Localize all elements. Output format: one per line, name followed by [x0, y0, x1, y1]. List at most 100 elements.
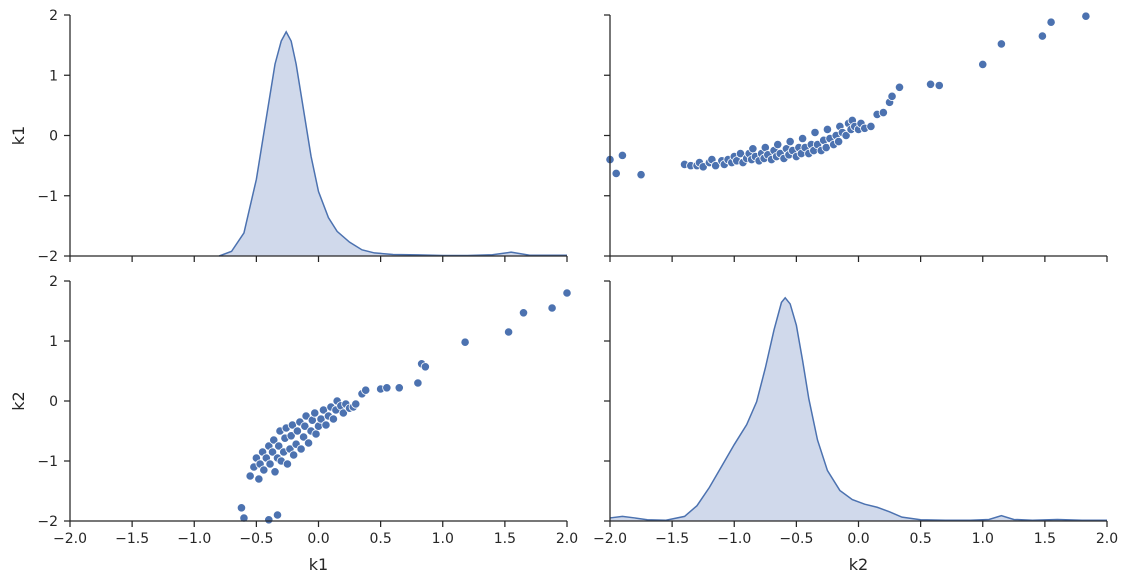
scatter-point — [978, 59, 988, 70]
scatter-point — [887, 91, 897, 101]
y-tick-label: 1 — [49, 68, 58, 84]
scatter-point — [822, 124, 833, 135]
y-tick-label: 2 — [49, 8, 58, 24]
scatter-point — [711, 161, 721, 171]
scatter-point — [810, 127, 820, 138]
scatter-point — [292, 426, 302, 436]
kde-line-k1 — [218, 30, 567, 257]
scatter-point — [303, 438, 314, 448]
scatter-point — [1046, 17, 1056, 27]
x-tick-label: −1.5 — [655, 531, 689, 547]
x-tick-label: 1.0 — [972, 531, 994, 547]
x-tick-label: −1.0 — [177, 531, 211, 547]
scatter-point — [996, 39, 1006, 49]
scatter-point — [878, 108, 888, 118]
y-axis-label-k1: k1 — [9, 126, 28, 145]
scatter-point — [236, 503, 247, 513]
y-tick-label: 0 — [49, 129, 58, 145]
x-tick-label: −1.0 — [717, 531, 751, 547]
x-tick-label: 2.0 — [1096, 531, 1118, 547]
scatter-point — [894, 82, 905, 92]
scatter-point — [636, 170, 646, 180]
x-tick-label: −0.5 — [239, 531, 273, 547]
x-tick-label: 1.5 — [494, 531, 516, 547]
scatter-point — [301, 411, 311, 421]
kde-area-k2 — [610, 297, 1107, 521]
kde-area-k1 — [219, 31, 567, 257]
scatter-point — [298, 432, 309, 442]
scatter-point — [420, 362, 430, 372]
scatter-point — [460, 337, 470, 347]
scatter-point — [264, 515, 274, 525]
scatter-point — [272, 510, 283, 520]
scatter-point — [338, 408, 348, 418]
scatter-point — [503, 327, 514, 337]
panel-k1-vs-k2-scatter — [605, 11, 1091, 180]
scatter-point — [866, 121, 876, 132]
scatter-point — [934, 80, 944, 91]
scatter-point — [925, 79, 936, 89]
y-axis-label-k2: k2 — [9, 391, 28, 410]
scatter-point — [296, 444, 306, 454]
x-tick-label: −0.5 — [779, 531, 813, 547]
scatter-point — [274, 441, 284, 451]
y-tick-label: −1 — [37, 189, 58, 205]
scatter-point — [300, 421, 310, 431]
scatter-point — [282, 459, 293, 469]
scatter-point — [259, 465, 269, 475]
scatter-point — [289, 450, 299, 460]
scatter-point — [413, 378, 423, 388]
scatter-point — [351, 399, 361, 409]
scatter-point — [310, 408, 320, 418]
scatter-point — [518, 308, 529, 318]
scatter-point — [562, 288, 572, 298]
scatter-point — [270, 467, 280, 477]
scatter-point — [611, 168, 621, 179]
scatter-point — [269, 435, 279, 445]
x-tick-label: −2.0 — [53, 531, 87, 547]
scatter-point — [547, 303, 557, 313]
scatter-point — [321, 420, 331, 430]
scatter-point — [785, 136, 795, 147]
y-tick-label: −2 — [37, 514, 58, 530]
scatter-point — [239, 513, 249, 523]
scatter-point — [245, 471, 255, 481]
x-tick-label: −1.5 — [115, 531, 149, 547]
scatter-point — [265, 459, 275, 469]
scatter-point — [254, 474, 264, 484]
panel-k2-kde — [609, 296, 1107, 521]
x-axis-label-k1: k1 — [309, 555, 328, 574]
scatter-point — [797, 133, 808, 144]
x-tick-label: 0.5 — [369, 531, 391, 547]
scatter-point — [311, 429, 321, 439]
x-tick-label: 0.0 — [847, 531, 869, 547]
scatter-point — [267, 447, 278, 457]
x-tick-label: 0.0 — [307, 531, 329, 547]
x-tick-label: 1.5 — [1034, 531, 1056, 547]
scatter-point — [834, 136, 844, 147]
axes-layer: −2 −1 0 1 2 −2 −1 0 1 2 −2.0 −1.5 −1.0 −0.5 0.0 0.5 1.0 1… — [9, 8, 1118, 574]
y-tick-label: −1 — [37, 454, 58, 470]
y-tick-label: −2 — [37, 249, 58, 265]
x-tick-label: 0.5 — [909, 531, 931, 547]
kde-line-k2 — [609, 296, 1107, 521]
x-tick-label: −2.0 — [593, 531, 627, 547]
scatter-point — [773, 139, 783, 150]
scatter-point — [1037, 31, 1047, 41]
scatter-point — [617, 150, 628, 160]
scatter-point — [698, 162, 708, 172]
scatter-point — [748, 144, 758, 154]
x-tick-label: 1.0 — [432, 531, 454, 547]
y-tick-label: 1 — [49, 334, 58, 350]
panel-k2-vs-k1-scatter — [236, 288, 572, 525]
y-tick-label: 2 — [49, 274, 58, 290]
scatter-point — [841, 130, 851, 141]
panel-k1-kde — [218, 30, 567, 257]
x-tick-label: 2.0 — [556, 531, 578, 547]
scatter-point — [382, 383, 392, 393]
scatter-point — [361, 385, 371, 395]
scatter-point — [394, 383, 404, 393]
y-tick-label: 0 — [49, 394, 58, 410]
scatter-point — [328, 414, 339, 424]
